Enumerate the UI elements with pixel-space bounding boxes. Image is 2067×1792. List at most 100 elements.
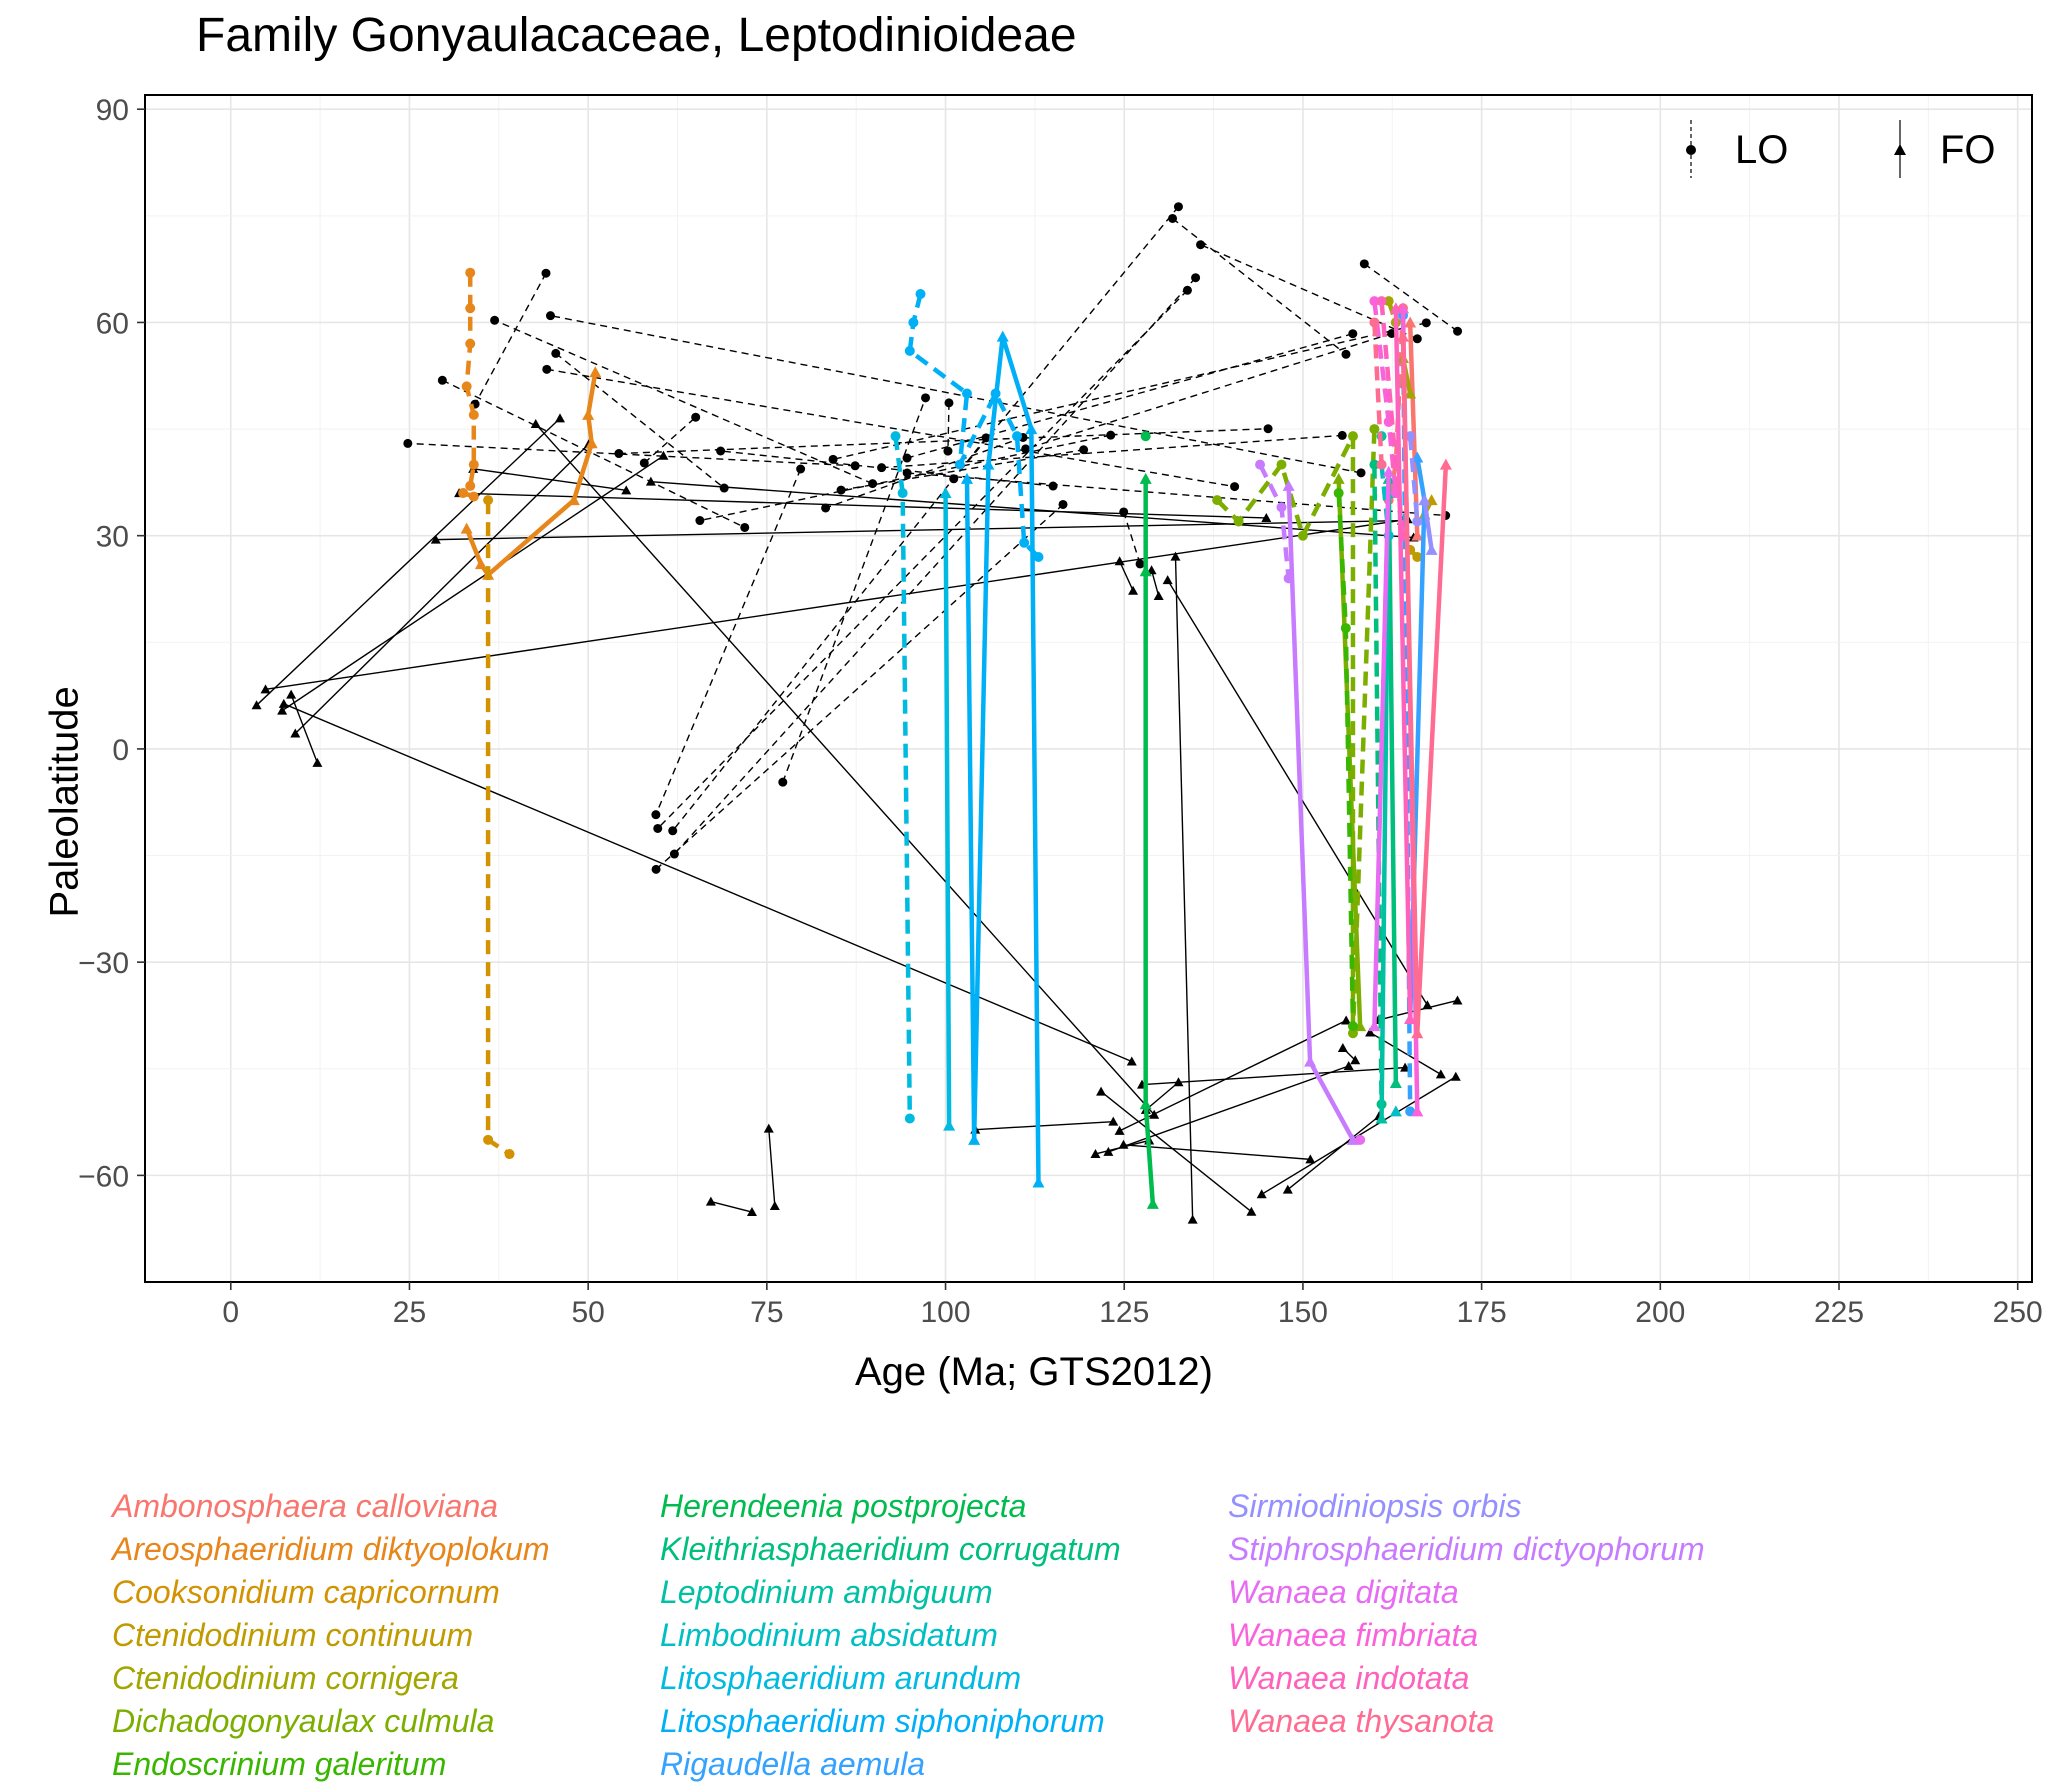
other-taxon-fo-point bbox=[645, 476, 656, 486]
other-taxon-lo-point bbox=[541, 268, 551, 278]
other-taxon-lo-point bbox=[1263, 424, 1273, 434]
other-taxon-fo-point bbox=[1114, 1125, 1125, 1135]
other-taxon-fo-point bbox=[1090, 1148, 1101, 1158]
other-taxon-lo-point bbox=[719, 483, 729, 493]
series-fo-point bbox=[1139, 1098, 1152, 1110]
y-tick-label: 0 bbox=[112, 734, 129, 767]
series-lo-point bbox=[904, 1113, 915, 1124]
other-taxon-lo-line bbox=[906, 333, 1353, 459]
other-taxon-fo-point bbox=[1261, 512, 1272, 522]
series-11 bbox=[890, 431, 956, 1131]
other-taxon-fo-point bbox=[1173, 1077, 1184, 1087]
other-taxon-fo-point bbox=[1452, 995, 1463, 1005]
other-taxon-lo-point bbox=[653, 823, 663, 833]
other-taxon-lo-point bbox=[836, 485, 846, 495]
series-fo-point bbox=[585, 437, 598, 449]
series-lo-point bbox=[1140, 431, 1151, 442]
other-taxon-fo-point bbox=[1149, 1109, 1160, 1119]
series-fo-point bbox=[996, 330, 1009, 342]
legend-item: Cooksonidium capricornum bbox=[112, 1574, 500, 1610]
legend-item: Ctenidodinium continuum bbox=[112, 1617, 474, 1653]
x-tick-label: 75 bbox=[750, 1296, 783, 1329]
series-6 bbox=[1333, 488, 1358, 1032]
other-taxon-fo-point bbox=[1162, 575, 1173, 585]
series-fo-point bbox=[1389, 1105, 1402, 1117]
other-taxon-fo-line bbox=[768, 1128, 776, 1206]
series-lo-point bbox=[468, 459, 479, 470]
other-taxon-lo-point bbox=[551, 348, 561, 358]
other-taxon-fo-point bbox=[746, 1207, 757, 1217]
series-lo-point bbox=[1405, 1106, 1416, 1117]
chart-title: Family Gonyaulacaceae, Leptodinioideae bbox=[196, 9, 1077, 62]
series-lo-line bbox=[1372, 322, 1384, 465]
other-taxon-fo-point bbox=[278, 698, 289, 708]
series-fo-point bbox=[982, 458, 995, 470]
series-lo-point bbox=[1390, 459, 1401, 470]
legend-column-2: Herendeenia postprojecta Kleithriasphaeri… bbox=[660, 1485, 1121, 1786]
other-taxon-lo-point bbox=[943, 446, 953, 456]
series-fo-point bbox=[1304, 1055, 1317, 1067]
other-taxon-fo-line bbox=[459, 492, 1267, 519]
series-lo-point bbox=[483, 1134, 494, 1145]
y-tick-label: −30 bbox=[78, 947, 129, 980]
series-lo-point bbox=[1376, 296, 1387, 307]
chart-canvas: 0 25 50 75 100 125 150 175 200 225 250 −60 −30 0 30 60 9… bbox=[78, 94, 2043, 1329]
plot-border bbox=[144, 94, 2033, 1283]
other-taxon-lo-point bbox=[668, 826, 678, 836]
series-lo-point bbox=[1369, 424, 1380, 435]
other-taxon-fo-point bbox=[554, 413, 565, 423]
legend-item: Dichadogonyaulax culmula bbox=[112, 1703, 495, 1739]
series-lo-point bbox=[915, 289, 926, 300]
other-taxon-lo-point bbox=[614, 449, 624, 459]
other-taxon-lo-point bbox=[1412, 334, 1422, 344]
series-lo-line bbox=[1407, 435, 1420, 522]
series-14 bbox=[1405, 431, 1438, 555]
other-taxon-fo-line bbox=[281, 455, 664, 712]
legend-item: Sirmiodiniopsis orbis bbox=[1228, 1488, 1522, 1524]
x-tick-label: 100 bbox=[921, 1296, 971, 1329]
other-taxon-fo-point bbox=[1170, 551, 1181, 561]
series-fo-point bbox=[1332, 472, 1345, 484]
other-taxon-fo-line bbox=[1100, 1091, 1252, 1213]
other-taxon-fo-line bbox=[283, 703, 1133, 1063]
other-taxon-fo-point bbox=[1341, 1015, 1352, 1025]
other-taxon-fo-point bbox=[1128, 585, 1139, 595]
series-fo-point bbox=[460, 522, 473, 534]
other-taxon-lo-point bbox=[949, 474, 959, 484]
other-taxon-lo-point bbox=[821, 503, 831, 513]
other-taxon-lo-line bbox=[832, 322, 1427, 461]
x-tick-label: 125 bbox=[1099, 1296, 1149, 1329]
series-lo-point bbox=[504, 1149, 515, 1160]
legend-item: Wanaea indotata bbox=[1228, 1660, 1470, 1696]
other-taxon-fo-point bbox=[1108, 1116, 1119, 1126]
series-lo-point bbox=[1369, 317, 1380, 328]
other-taxon-fo-point bbox=[769, 1200, 780, 1210]
other-taxon-lo-point bbox=[1135, 559, 1145, 569]
x-tick-label: 225 bbox=[1814, 1296, 1864, 1329]
other-taxon-lo-point bbox=[1341, 349, 1351, 359]
other-taxon-lo-point bbox=[1119, 507, 1129, 517]
legend-item: Wanaea thysanota bbox=[1228, 1703, 1495, 1739]
other-taxon-lo-point bbox=[651, 810, 661, 820]
series-lo-point bbox=[1412, 516, 1423, 527]
x-axis-label: Age (Ma; GTS2012) bbox=[855, 1350, 1213, 1394]
series-lo-point bbox=[468, 409, 479, 420]
other-taxon-fo-point bbox=[1153, 591, 1164, 601]
other-taxon-lo-point bbox=[1173, 202, 1183, 212]
legend-item: Leptodinium ambiguum bbox=[660, 1574, 993, 1610]
legend-item: Areosphaeridium diktyoplokum bbox=[112, 1531, 550, 1567]
series-lo-point bbox=[890, 431, 901, 442]
other-taxon-lo-line bbox=[907, 472, 1446, 517]
series-fo-point bbox=[1375, 1112, 1388, 1124]
series-lo-point bbox=[1355, 1134, 1366, 1145]
series-lo-point bbox=[1376, 459, 1387, 470]
series-fo-line bbox=[1143, 478, 1156, 1204]
series-lo-point bbox=[1233, 516, 1244, 527]
other-taxon-fo-line bbox=[975, 1120, 1114, 1131]
series-lo-point bbox=[1347, 1021, 1358, 1032]
series-lo-line bbox=[1379, 464, 1391, 536]
series-fo-point bbox=[1368, 1020, 1381, 1032]
other-taxon-fo-line bbox=[1123, 1144, 1311, 1161]
other-taxon-lo-point bbox=[545, 311, 555, 321]
x-tick-label: 175 bbox=[1457, 1296, 1507, 1329]
